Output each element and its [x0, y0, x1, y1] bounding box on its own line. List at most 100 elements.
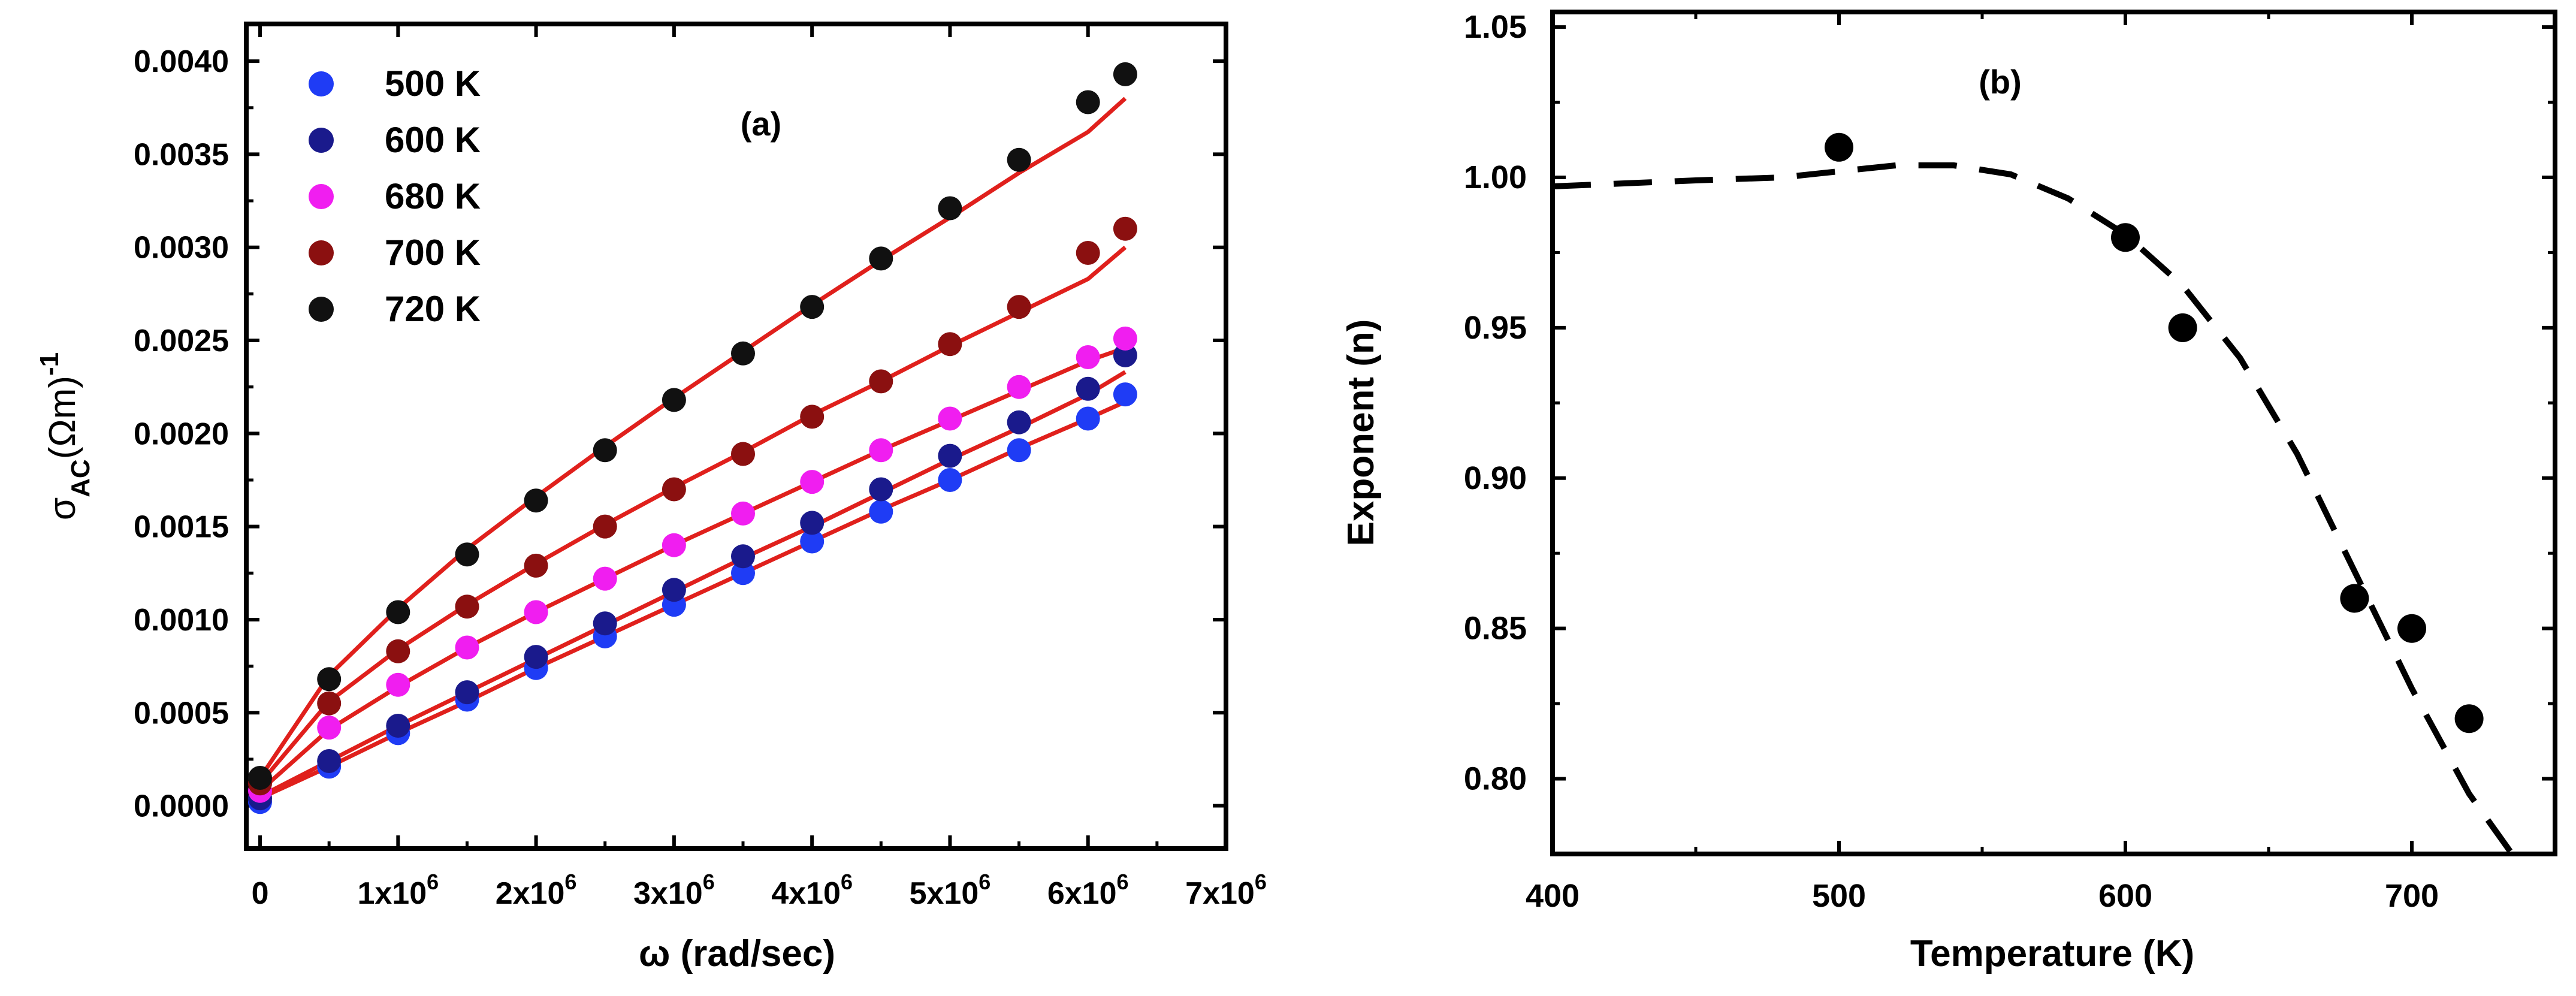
x-axis-label-b: Temperature (K) [1910, 933, 2194, 974]
data-point [1076, 241, 1100, 265]
x-tick-label-a: 2x106 [496, 870, 577, 911]
data-point [938, 196, 962, 221]
data-point [386, 672, 410, 697]
data-point [455, 680, 479, 705]
data-point [455, 635, 479, 660]
data-point [524, 645, 548, 669]
data-point [800, 470, 825, 494]
data-point [317, 716, 342, 740]
series-600k [248, 343, 1137, 811]
data-point [1007, 375, 1031, 399]
panel-label-b: (b) [1979, 63, 2022, 101]
data-point [800, 529, 825, 554]
legend-label: 720 K [385, 289, 481, 329]
data-point [1007, 410, 1031, 434]
data-point [1076, 90, 1100, 114]
data-point [1007, 295, 1031, 319]
legend-marker [309, 128, 334, 153]
y-axis-label-a: σAC(Ωm)-1 [35, 352, 95, 520]
series-700k [248, 216, 1137, 796]
x-tick-label-a: 4x106 [771, 870, 853, 911]
legend-label: 700 K [385, 233, 481, 273]
data-point [524, 488, 548, 513]
data-point [869, 246, 893, 271]
data-point [2454, 704, 2484, 734]
data-point [1076, 376, 1100, 401]
data-point [1113, 216, 1137, 241]
data-point [317, 691, 342, 716]
data-point [869, 369, 893, 394]
trend-line-b [1552, 162, 2515, 856]
x-tick-label-a: 0 [252, 876, 269, 911]
y-tick-label-b: 0.80 [1464, 761, 1527, 797]
data-point [800, 405, 825, 429]
y-tick-label-b: 0.90 [1464, 460, 1527, 496]
data-point [662, 388, 686, 412]
data-point [869, 499, 893, 524]
data-point [593, 566, 617, 591]
data-point [317, 667, 342, 692]
x-tick-label-a: 1x106 [357, 870, 439, 911]
data-point [731, 442, 755, 466]
data-point [1007, 147, 1031, 172]
plot-frame-b [1550, 10, 2557, 856]
fit-line [258, 246, 1127, 785]
legend-marker [309, 71, 334, 96]
x-axis-label-a: ω (rad/sec) [639, 933, 835, 974]
data-point [662, 578, 686, 602]
data-point [386, 600, 410, 624]
y-axis-label-a-unit: (Ωm) [42, 376, 83, 459]
legend-marker [309, 240, 334, 265]
series-680k [248, 326, 1137, 803]
data-point [2111, 223, 2140, 252]
x-tick-label-b: 700 [2385, 878, 2439, 914]
data-point [731, 561, 755, 585]
x-tick-label-a: 7x106 [1185, 870, 1267, 911]
data-point [1825, 132, 1853, 162]
series-720k [248, 62, 1137, 790]
y-axis-label-b: Exponent (n) [1340, 319, 1382, 547]
y-tick-label-a: 0.0040 [134, 44, 229, 79]
data-point [593, 438, 617, 463]
y-tick-label-a: 0.0025 [134, 324, 229, 358]
data-point [938, 406, 962, 431]
data-point [731, 544, 755, 569]
data-point [800, 295, 825, 319]
data-point [2340, 584, 2369, 613]
y-tick-label-a: 0.0020 [134, 416, 229, 451]
x-tick-label-b: 500 [1812, 878, 1866, 914]
data-point [593, 514, 617, 539]
data-point [455, 542, 479, 567]
panel-b: 400 500 600 700 0.80 0.85 0.90 0.95 1.00 1.05 (b)… [1340, 9, 2557, 974]
data-point [731, 501, 755, 526]
panel-a: 0 1x106 2x106 3x106 4x106 5x106 6x106 7x106 0.00… [35, 22, 1267, 974]
y-tick-label-a: 0.0015 [134, 510, 229, 545]
data-point [455, 594, 479, 619]
data-point [248, 766, 272, 790]
data-point [386, 639, 410, 663]
data-point [317, 749, 342, 773]
data-point [524, 600, 548, 624]
data-point [662, 477, 686, 502]
fit-line [258, 346, 1127, 793]
tick-labels-b: 400 500 600 700 0.80 0.85 0.90 0.95 1.00 1.05 [1464, 9, 2439, 914]
fit-line [259, 370, 1127, 799]
plot-frame-a [244, 22, 1228, 851]
data-point [869, 438, 893, 463]
data-point [938, 468, 962, 492]
y-tick-label-a: 0.0000 [134, 789, 229, 824]
axis-ticks-a [246, 24, 1228, 849]
data-point [731, 341, 755, 366]
x-tick-label-b: 400 [1526, 878, 1580, 914]
data-point [1113, 326, 1137, 351]
y-axis-label-a-sub: AC [66, 459, 95, 497]
data-points-a [248, 62, 1137, 814]
data-point [938, 332, 962, 357]
x-tick-label-a: 3x106 [633, 870, 715, 911]
data-point [800, 511, 825, 535]
legend-marker [309, 297, 334, 322]
x-tick-label-b: 600 [2098, 878, 2152, 914]
x-tick-label-a: 6x106 [1047, 870, 1129, 911]
y-tick-label-a: 0.0010 [134, 603, 229, 638]
